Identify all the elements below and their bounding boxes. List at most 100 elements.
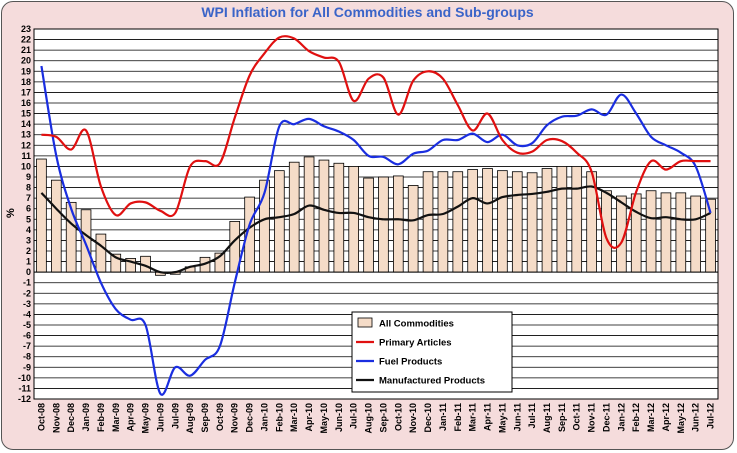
bar-all-commodities [526, 172, 538, 273]
x-tick-label: Jun-11 [512, 403, 522, 432]
bar-all-commodities [556, 166, 568, 273]
y-tick-label: 17 [21, 87, 31, 97]
x-tick-label: Sep-10 [378, 403, 388, 433]
x-tick-label: Mar-11 [468, 403, 478, 432]
x-tick-label: Aug-09 [185, 403, 195, 434]
x-tick-label: Nov-10 [408, 403, 418, 433]
x-tick-label: Jun-12 [691, 403, 701, 432]
y-tick-label: -1 [23, 278, 31, 288]
y-tick-label: 15 [21, 109, 31, 119]
x-tick-label: Oct-11 [572, 403, 582, 431]
x-tick-label: Oct-08 [36, 403, 46, 431]
bar-all-commodities [50, 179, 62, 273]
x-tick-label: Feb-10 [274, 403, 284, 432]
bar-all-commodities [348, 166, 360, 273]
legend: All Commodities Primary Articles Fuel Prod… [351, 311, 513, 393]
x-tick-label: Jan-12 [616, 403, 626, 432]
y-axis-ticks: -12-11-10-9-8-7-6-5-4-3-2-10123456789101… [18, 24, 31, 404]
bar-all-commodities [660, 192, 672, 273]
bar-all-commodities [467, 169, 478, 273]
y-tick-label: 6 [26, 204, 31, 214]
y-tick-label: -4 [23, 309, 31, 319]
y-tick-label: 9 [26, 172, 31, 182]
bar-all-commodities [690, 195, 702, 273]
y-tick-label: 23 [21, 24, 31, 34]
bar-all-commodities [601, 190, 612, 273]
bar-all-commodities [541, 168, 553, 273]
x-tick-label: Jun-09 [155, 403, 165, 432]
y-tick-label: 7 [26, 193, 31, 203]
x-tick-label: Jul-10 [349, 403, 359, 429]
x-tick-label: Apr-09 [126, 403, 136, 432]
chart-title: WPI Inflation for All Commodities and Su… [201, 4, 534, 20]
x-tick-label: Jan-10 [259, 403, 269, 432]
bar-all-commodities [497, 170, 508, 273]
y-tick-label: 19 [21, 66, 31, 76]
y-tick-label: 8 [26, 183, 31, 193]
legend-box [351, 311, 513, 393]
y-tick-label: 10 [21, 161, 31, 171]
bar-all-commodities [482, 168, 493, 273]
legend-swatch [357, 317, 373, 328]
x-tick-label: May-10 [319, 403, 329, 434]
x-tick-label: Apr-11 [483, 403, 493, 431]
x-tick-label: Dec-09 [245, 403, 255, 433]
x-tick-label: Sep-11 [557, 403, 567, 432]
line-primary-articles [41, 35, 711, 249]
y-tick-label: 11 [21, 151, 31, 161]
x-tick-label: Jul-11 [527, 403, 537, 429]
x-tick-label: Jun-10 [334, 403, 344, 432]
bar-all-commodities [378, 176, 389, 273]
y-tick-label: -12 [18, 394, 31, 404]
y-tick-label: 14 [21, 119, 31, 129]
bar-all-commodities [318, 159, 330, 273]
x-tick-label: Jan-11 [438, 403, 448, 431]
x-tick-label: May-09 [141, 403, 151, 434]
y-tick-label: 2 [26, 246, 31, 256]
bar-all-commodities [645, 190, 657, 273]
x-tick-label: Nov-09 [230, 403, 240, 433]
x-tick-label: Dec-08 [66, 403, 76, 433]
bar-all-commodities [452, 171, 464, 273]
y-tick-label: 4 [26, 225, 31, 235]
y-tick-label: -11 [18, 383, 31, 393]
x-tick-label: Nov-11 [587, 403, 597, 433]
x-tick-label: Aug-10 [364, 403, 374, 434]
bar-all-commodities [303, 156, 315, 273]
y-tick-label: 1 [26, 257, 31, 267]
y-tick-label: 16 [21, 98, 31, 108]
x-tick-label: Mar-10 [289, 403, 299, 432]
bar-all-commodities [95, 233, 107, 273]
x-tick-label: Feb-11 [453, 403, 463, 432]
y-tick-label: -9 [23, 362, 31, 372]
x-tick-label: Nov-08 [51, 403, 61, 433]
y-tick-label: 20 [21, 56, 31, 66]
y-tick-label: -7 [23, 341, 31, 351]
y-tick-label: 18 [21, 77, 31, 87]
bar-all-commodities [363, 177, 374, 273]
y-tick-label: -5 [23, 320, 31, 330]
x-tick-label: Feb-12 [631, 403, 641, 432]
legend-label: Primary Articles [379, 338, 452, 349]
x-tick-label: Jul-12 [706, 403, 716, 429]
bar-all-commodities [288, 161, 300, 273]
y-tick-label: 5 [26, 214, 31, 224]
line-manufactured-products [40, 185, 712, 274]
bar-all-commodities [65, 201, 77, 273]
x-tick-label: Apr-10 [304, 403, 314, 432]
x-tick-label: Oct-09 [215, 403, 225, 431]
bar-all-commodities [422, 171, 434, 273]
y-tick-label: 12 [21, 140, 31, 150]
x-tick-label: May-12 [676, 403, 686, 434]
bar-all-commodities [333, 162, 345, 273]
x-tick-label: Feb-09 [96, 403, 106, 432]
y-tick-label: 21 [21, 45, 31, 55]
bar-all-commodities [571, 166, 583, 273]
y-tick-label: 0 [26, 267, 31, 277]
x-tick-label: Aug-11 [542, 403, 552, 433]
y-tick-label: 3 [26, 235, 31, 245]
legend-label: Manufactured Products [379, 376, 485, 387]
y-tick-label: -8 [23, 352, 31, 362]
bar-all-commodities [437, 171, 449, 273]
